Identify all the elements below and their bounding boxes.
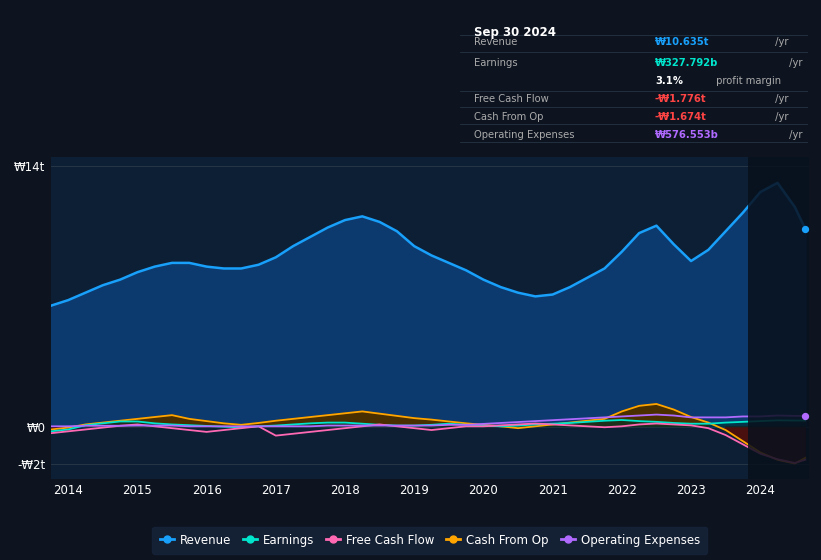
Legend: Revenue, Earnings, Free Cash Flow, Cash From Op, Operating Expenses: Revenue, Earnings, Free Cash Flow, Cash …	[153, 526, 707, 554]
Text: /yr: /yr	[787, 130, 803, 140]
Text: /yr: /yr	[772, 38, 788, 48]
Text: -₩1.674t: -₩1.674t	[655, 112, 707, 122]
Text: /yr: /yr	[772, 94, 788, 104]
Text: ₩327.792b: ₩327.792b	[655, 58, 718, 68]
Text: Earnings: Earnings	[474, 58, 517, 68]
Text: ₩10.635t: ₩10.635t	[655, 38, 709, 48]
Text: -₩1.776t: -₩1.776t	[655, 94, 707, 104]
Text: /yr: /yr	[787, 58, 803, 68]
Text: ₩576.553b: ₩576.553b	[655, 130, 718, 140]
Text: Cash From Op: Cash From Op	[474, 112, 544, 122]
Text: profit margin: profit margin	[713, 76, 782, 86]
Point	[799, 224, 812, 233]
Point	[799, 412, 812, 421]
Text: Free Cash Flow: Free Cash Flow	[474, 94, 548, 104]
Text: /yr: /yr	[772, 112, 788, 122]
Text: Revenue: Revenue	[474, 38, 517, 48]
Text: 3.1%: 3.1%	[655, 76, 683, 86]
Text: Sep 30 2024: Sep 30 2024	[474, 26, 556, 39]
Bar	[748, 147, 809, 483]
Text: Operating Expenses: Operating Expenses	[474, 130, 575, 140]
